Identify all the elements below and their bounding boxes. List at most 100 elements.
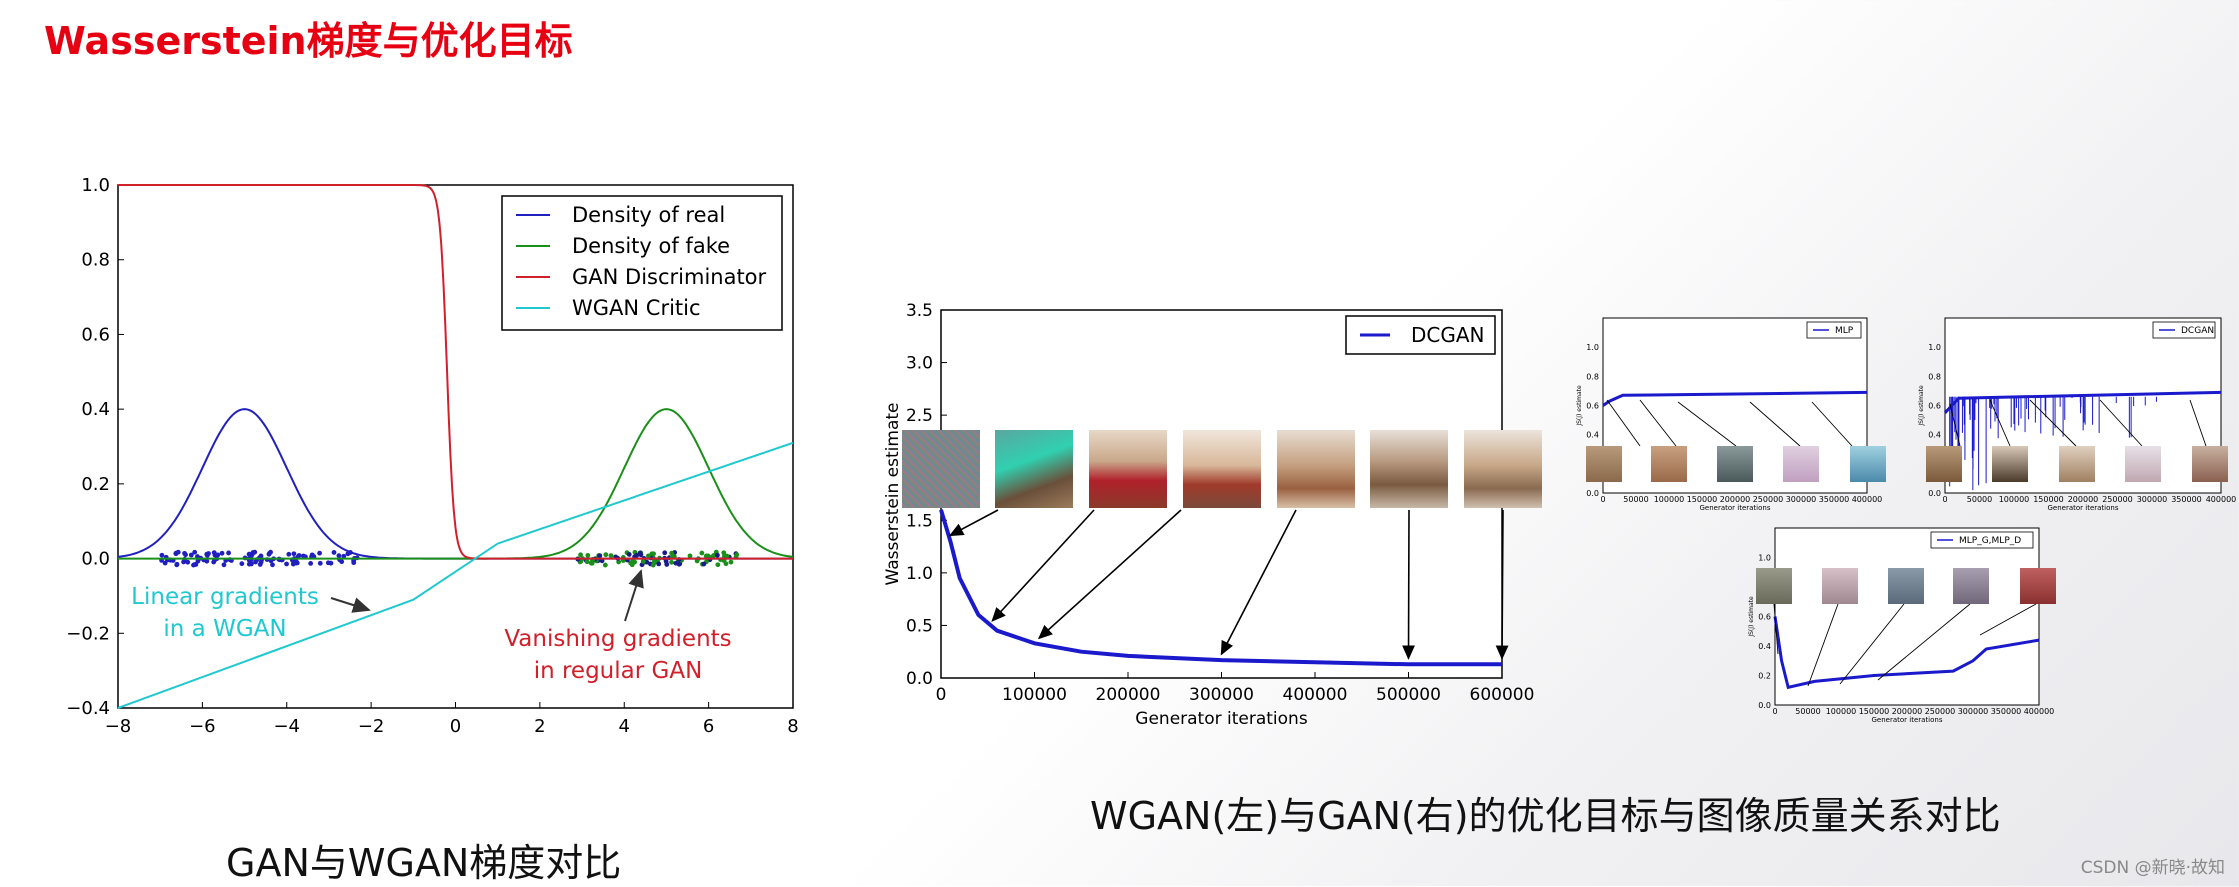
x-tick-label: 250000 bbox=[2102, 495, 2133, 504]
annotation-line bbox=[2099, 399, 2143, 447]
y-tick-label: 1.0 bbox=[906, 564, 933, 584]
sample-image-mlpgd-3 bbox=[1888, 568, 1924, 604]
x-tick-label: 0 bbox=[1600, 495, 1605, 504]
x-tick-label: 50000 bbox=[1795, 707, 1820, 716]
annotation-line bbox=[1989, 399, 2011, 447]
y-tick-label: 0.0 bbox=[1928, 489, 1941, 498]
x-tick-label: 50000 bbox=[1623, 495, 1648, 504]
y-tick-label: 0.5 bbox=[906, 616, 933, 636]
y-axis-label: JS(J) estimate bbox=[1918, 385, 1925, 427]
sample-point bbox=[715, 562, 721, 568]
sample-point bbox=[603, 552, 609, 558]
x-tick-label: −8 bbox=[105, 716, 132, 737]
annotation-arrow-2 bbox=[624, 569, 644, 622]
sample-point bbox=[656, 561, 662, 567]
sample-image-2 bbox=[1089, 430, 1167, 508]
sample-image-dcgan-1 bbox=[1926, 446, 1962, 482]
sample-point bbox=[585, 553, 591, 558]
sample-image-dcgan-4 bbox=[2125, 446, 2161, 482]
legend-label: Density of fake bbox=[572, 234, 730, 258]
sample-point bbox=[159, 552, 165, 558]
annotation-line bbox=[1979, 603, 2037, 636]
sample-point bbox=[602, 562, 608, 568]
sample-point bbox=[728, 559, 734, 565]
sample-point bbox=[226, 550, 231, 556]
sample-image-dcgan-5 bbox=[2192, 446, 2228, 482]
x-tick-label: 350000 bbox=[2171, 495, 2202, 504]
x-tick-label: 50000 bbox=[1967, 495, 1992, 504]
y-tick-label: 1.5 bbox=[906, 511, 933, 531]
sample-point bbox=[308, 560, 314, 566]
y-tick-label: 3.0 bbox=[906, 354, 933, 374]
sample-point bbox=[188, 552, 194, 558]
plot-area bbox=[1774, 527, 2040, 706]
sample-image-mlp-3 bbox=[1717, 446, 1753, 482]
x-tick-label: 6 bbox=[703, 716, 714, 737]
sample-point bbox=[219, 550, 225, 556]
sample-point bbox=[651, 559, 657, 565]
annotation-arrow bbox=[1037, 509, 1182, 640]
sample-point bbox=[651, 551, 657, 557]
y-tick-label: 3.5 bbox=[906, 301, 933, 321]
sample-point bbox=[588, 560, 594, 566]
sample-point bbox=[336, 553, 342, 559]
sample-point bbox=[291, 551, 297, 557]
sample-image-dcgan-3 bbox=[2059, 446, 2095, 482]
y-tick-label: 0.4 bbox=[1758, 642, 1771, 651]
annotation-arrow-1 bbox=[330, 597, 371, 613]
x-tick-label: 200000 bbox=[2068, 495, 2099, 504]
sample-point bbox=[270, 562, 275, 568]
annotation-arrow bbox=[948, 509, 999, 537]
series-line-1 bbox=[118, 408, 794, 560]
annotation-linear: in a WGAN bbox=[163, 616, 286, 642]
annotation-line bbox=[1807, 603, 1839, 687]
sample-point bbox=[204, 553, 210, 558]
sample-point bbox=[664, 562, 670, 567]
annotation-line bbox=[1639, 399, 1677, 447]
sample-point bbox=[239, 561, 245, 567]
x-tick-label: 350000 bbox=[1819, 495, 1850, 504]
sample-image-mlp-5 bbox=[1850, 446, 1886, 482]
y-tick-label: 1.0 bbox=[81, 175, 110, 196]
x-tick-label: 150000 bbox=[1859, 707, 1890, 716]
y-tick-label: 0.0 bbox=[906, 669, 933, 689]
slide-title: Wasserstein梯度与优化目标 bbox=[44, 19, 573, 63]
sample-point bbox=[257, 562, 263, 567]
y-tick-label: 0.6 bbox=[1758, 613, 1771, 622]
series-line-dcgan bbox=[939, 509, 1502, 667]
watermark: CSDN @新晓·故知 bbox=[2080, 858, 2225, 878]
sample-point bbox=[715, 552, 720, 558]
legend-box bbox=[1806, 321, 1862, 339]
sample-point bbox=[204, 558, 210, 564]
x-tick-label: 500000 bbox=[1376, 685, 1441, 705]
y-tick-label: 0.4 bbox=[1586, 431, 1599, 440]
annotation-line bbox=[1773, 603, 1779, 655]
sample-point bbox=[317, 550, 323, 556]
sample-point bbox=[252, 549, 258, 555]
x-axis-label: Generator iterations bbox=[1872, 716, 1943, 724]
x-tick-label: 250000 bbox=[1753, 495, 1784, 504]
x-tick-label: 300000 bbox=[1786, 495, 1817, 504]
legend-box bbox=[1930, 531, 2034, 549]
legend-label: GAN Discriminator bbox=[572, 265, 767, 289]
x-tick-label: 100000 bbox=[1002, 685, 1067, 705]
x-tick-label: 300000 bbox=[1958, 707, 1989, 716]
y-tick-label: 0.0 bbox=[81, 549, 110, 570]
sample-point bbox=[669, 559, 674, 565]
sample-point bbox=[192, 549, 198, 555]
sample-point bbox=[578, 552, 583, 558]
x-axis-label: Generator iterations bbox=[1700, 504, 1771, 512]
annotation-arrow bbox=[1220, 509, 1297, 656]
x-tick-label: 150000 bbox=[2033, 495, 2064, 504]
sample-image-dcgan-2 bbox=[1992, 446, 2028, 482]
sample-point bbox=[703, 553, 709, 559]
series-line-2 bbox=[118, 184, 793, 560]
annotation-line bbox=[1749, 401, 1801, 447]
caption-left: GAN与WGAN梯度对比 bbox=[226, 841, 622, 885]
y-axis-label: JS(J) estimate bbox=[1576, 385, 1583, 427]
y-tick-label: 0.0 bbox=[1586, 489, 1599, 498]
series-line-3 bbox=[117, 441, 794, 709]
x-tick-label: 0 bbox=[1942, 495, 1947, 504]
sample-image-mlpgd-1 bbox=[1756, 568, 1792, 604]
y-tick-label: 1.0 bbox=[1758, 554, 1771, 563]
